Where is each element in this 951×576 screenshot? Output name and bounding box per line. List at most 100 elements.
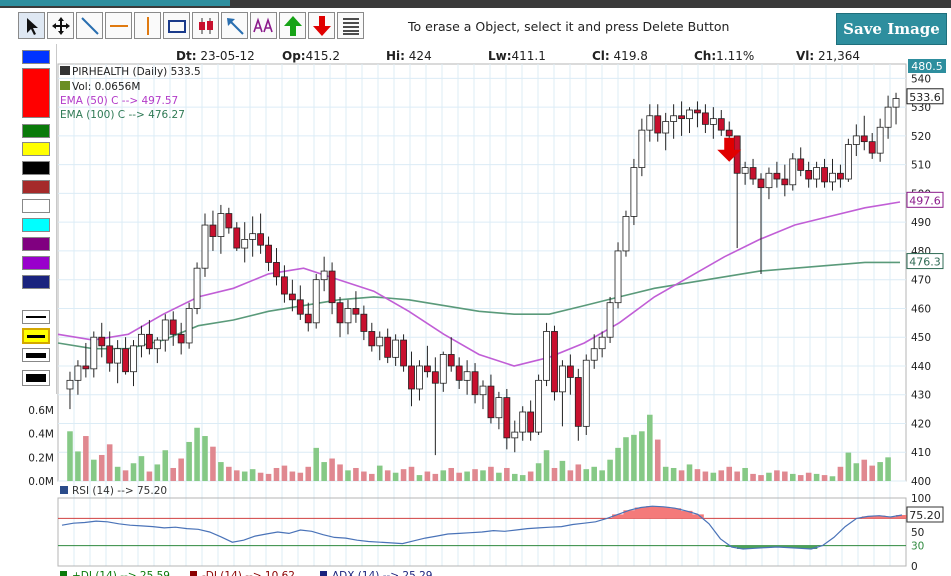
volume-bar bbox=[146, 471, 153, 481]
candle-body bbox=[686, 109, 693, 120]
trendline-tool[interactable] bbox=[76, 12, 103, 39]
horizontal-line-tool[interactable] bbox=[105, 12, 132, 39]
volume-bar bbox=[162, 450, 169, 481]
candle-body bbox=[408, 365, 415, 390]
rectangle-tool[interactable] bbox=[163, 12, 190, 39]
candle-body bbox=[829, 172, 836, 183]
candle-body bbox=[694, 109, 701, 114]
line-style-thin[interactable] bbox=[22, 310, 50, 324]
color-swatch-9[interactable] bbox=[22, 256, 50, 270]
pan-tool[interactable] bbox=[47, 12, 74, 39]
lines-menu-icon bbox=[342, 17, 359, 35]
candle-body bbox=[447, 354, 455, 367]
color-swatch-7[interactable] bbox=[22, 218, 50, 232]
volume-bar bbox=[369, 473, 375, 481]
volume-bar bbox=[551, 467, 558, 481]
vertical-line-tool[interactable] bbox=[134, 12, 161, 39]
color-swatch-3[interactable] bbox=[22, 142, 50, 156]
arrow-line-tool[interactable] bbox=[221, 12, 248, 39]
volume-bar bbox=[83, 436, 89, 481]
line-style-medium[interactable] bbox=[22, 348, 50, 362]
candle-body bbox=[559, 365, 566, 393]
volume-bar bbox=[241, 471, 248, 481]
candle-tool[interactable] bbox=[192, 12, 219, 39]
volume-bar bbox=[202, 436, 208, 481]
candle-body bbox=[741, 167, 749, 174]
dmi-legend-2: ADX (14) --> 25.29 bbox=[332, 570, 432, 576]
volume-bar bbox=[535, 463, 542, 481]
candle-body bbox=[773, 172, 781, 180]
volume-bar bbox=[774, 470, 780, 481]
candle-body bbox=[217, 213, 225, 237]
candle-body bbox=[837, 172, 844, 180]
volume-bar bbox=[122, 470, 129, 481]
candle-body bbox=[566, 365, 574, 378]
candle-body bbox=[74, 365, 82, 381]
dmi-legend-1: -DI (14) --> 10.62 bbox=[202, 570, 295, 576]
candle-body bbox=[590, 348, 598, 361]
pointer-tool[interactable] bbox=[18, 12, 45, 39]
volume-bar bbox=[861, 459, 868, 481]
volume-bar bbox=[472, 469, 478, 481]
candle-body bbox=[185, 308, 193, 344]
candle-body bbox=[439, 354, 447, 384]
volume-bar bbox=[877, 462, 883, 481]
candle-body bbox=[281, 276, 288, 295]
color-swatch-2[interactable] bbox=[22, 124, 50, 138]
date-label: Dt: bbox=[176, 49, 197, 63]
candle-body bbox=[360, 313, 368, 332]
save-image-button[interactable]: Save Image bbox=[836, 13, 947, 45]
volume-bar bbox=[257, 472, 264, 481]
candle-body bbox=[122, 348, 129, 373]
candle-body bbox=[455, 365, 463, 381]
down-arrow-tool[interactable] bbox=[308, 12, 335, 39]
color-swatch-4[interactable] bbox=[22, 161, 50, 175]
dmi-icon-0 bbox=[60, 571, 67, 576]
volume-bar bbox=[456, 472, 462, 481]
volume-bar bbox=[718, 470, 725, 481]
candle-body bbox=[519, 411, 527, 433]
volume-bar bbox=[400, 469, 407, 481]
line-style-highlight[interactable] bbox=[22, 328, 50, 344]
color-swatch-6[interactable] bbox=[22, 199, 50, 213]
candle-body bbox=[249, 233, 257, 240]
price-tick-430: 430 bbox=[911, 390, 931, 402]
candle-body bbox=[868, 141, 876, 154]
ema100-line bbox=[57, 261, 900, 350]
color-swatch-1[interactable] bbox=[22, 68, 50, 118]
volume-bar bbox=[186, 441, 192, 481]
candle-body bbox=[614, 250, 622, 304]
line-style-thick[interactable] bbox=[22, 370, 50, 386]
lines-tool[interactable] bbox=[337, 12, 364, 39]
price-marker-label: 476.3 bbox=[909, 256, 941, 269]
volume-bar bbox=[448, 467, 455, 481]
volume-bar bbox=[837, 466, 844, 481]
dmi-legend-0: +DI (14) --> 25.59 bbox=[72, 570, 170, 576]
candle-body bbox=[495, 397, 503, 419]
move-arrows-icon bbox=[51, 16, 70, 35]
open-value: 415.2 bbox=[305, 49, 340, 63]
price-tick-450: 450 bbox=[911, 332, 931, 344]
candle-body bbox=[646, 115, 654, 131]
candle-body bbox=[209, 224, 217, 237]
volume-bar bbox=[305, 466, 312, 481]
rsi-tick-100: 100 bbox=[911, 493, 931, 505]
color-swatch-0[interactable] bbox=[22, 50, 50, 64]
volume-bar bbox=[178, 458, 184, 481]
volume-bar bbox=[766, 472, 772, 481]
text-tool[interactable] bbox=[250, 12, 277, 39]
candle-body bbox=[709, 118, 717, 125]
volume-bar bbox=[623, 437, 629, 481]
candlestick-icon bbox=[198, 17, 213, 34]
candle-body bbox=[638, 129, 646, 168]
ticker-icon bbox=[60, 66, 70, 75]
up-arrow-tool[interactable] bbox=[279, 12, 306, 39]
color-swatch-5[interactable] bbox=[22, 180, 50, 194]
rsi-oversold-fill bbox=[725, 545, 818, 549]
price-tick-420: 420 bbox=[911, 418, 931, 430]
candle-body bbox=[423, 365, 431, 373]
color-swatch-10[interactable] bbox=[22, 275, 50, 289]
candle-body bbox=[296, 299, 304, 315]
color-swatch-8[interactable] bbox=[22, 237, 50, 251]
